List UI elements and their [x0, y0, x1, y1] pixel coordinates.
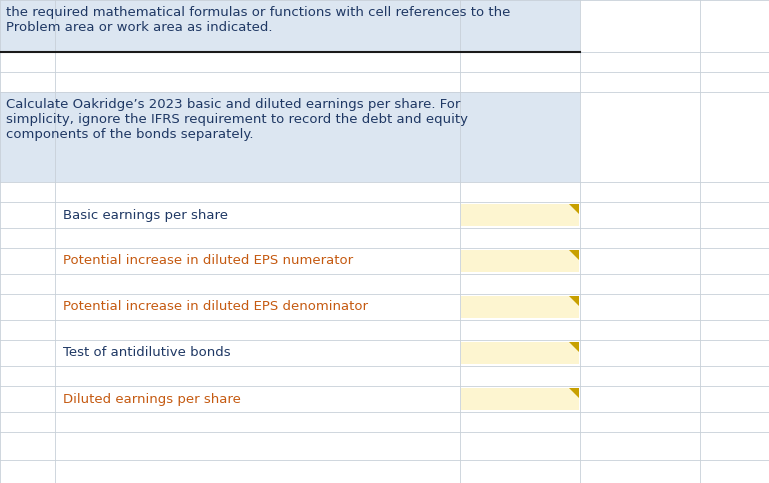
Text: Diluted earnings per share: Diluted earnings per share	[63, 393, 241, 406]
Polygon shape	[569, 250, 579, 260]
Polygon shape	[569, 204, 579, 214]
Bar	[461, 388, 579, 410]
Bar	[461, 342, 579, 364]
Bar	[461, 204, 579, 226]
Text: the required mathematical formulas or functions with cell references to the
Prob: the required mathematical formulas or fu…	[6, 6, 511, 34]
Bar	[461, 296, 579, 318]
Bar	[0, 92, 580, 182]
Text: Test of antidilutive bonds: Test of antidilutive bonds	[63, 346, 231, 359]
Polygon shape	[569, 296, 579, 306]
Text: Potential increase in diluted EPS numerator: Potential increase in diluted EPS numera…	[63, 255, 353, 268]
Polygon shape	[569, 388, 579, 398]
Bar	[0, 0, 580, 52]
Polygon shape	[569, 342, 579, 352]
Text: Potential increase in diluted EPS denominator: Potential increase in diluted EPS denomi…	[63, 300, 368, 313]
Text: Basic earnings per share: Basic earnings per share	[63, 209, 228, 222]
Bar	[461, 250, 579, 272]
Text: Calculate Oakridge’s 2023 basic and diluted earnings per share. For
simplicity, : Calculate Oakridge’s 2023 basic and dilu…	[6, 98, 468, 141]
